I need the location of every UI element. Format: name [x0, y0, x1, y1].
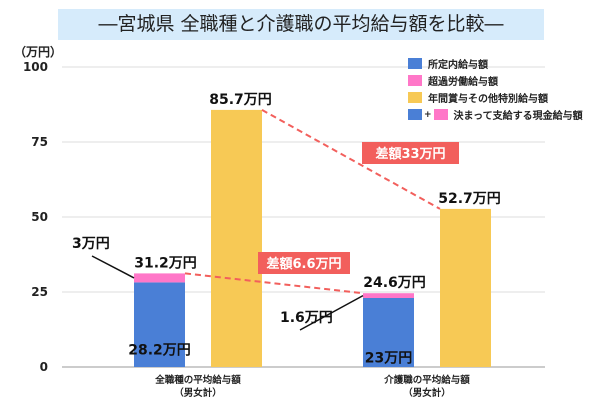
- legend-swatch: [433, 109, 448, 120]
- difference-badge: [362, 142, 459, 164]
- legend-item: 年間賞与その他特別給与額: [408, 89, 583, 106]
- data-label-base: 28.2万円: [128, 343, 191, 359]
- y-axis-unit: （万円）: [14, 45, 63, 59]
- callout-line: [91, 255, 135, 279]
- legend-swatch: [408, 109, 422, 120]
- bar-bonus: [440, 208, 491, 367]
- legend: 所定内給与額 超過労働給与額 年間賞与その他特別給与額 + 決まって支給する現金給…: [408, 55, 583, 123]
- bar-base-salary: [363, 298, 414, 367]
- legend-label: 超過労働給与額: [428, 77, 498, 88]
- data-label-base: 23万円: [365, 351, 412, 367]
- y-tick-label: 0: [40, 360, 48, 374]
- x-tick-label: 全職種の平均給与額: [154, 374, 241, 386]
- legend-swatch: [408, 58, 422, 69]
- legend-label: 所定内給与額: [428, 60, 488, 71]
- y-tick-label: 25: [31, 285, 48, 299]
- data-label-overtime: 3万円: [72, 236, 110, 252]
- y-tick-label: 50: [31, 210, 48, 224]
- difference-badge: [258, 252, 350, 274]
- difference-label: 差額33万円: [375, 146, 445, 162]
- y-tick-label: 100: [23, 60, 48, 74]
- bar-base-salary: [134, 282, 185, 367]
- legend-item: + 決まって支給する現金給与額: [408, 106, 583, 123]
- difference-line: [261, 109, 441, 210]
- legend-swatch: [408, 92, 422, 103]
- legend-label: 決まって支給する現金給与額: [453, 111, 583, 122]
- legend-item: 超過労働給与額: [408, 72, 583, 89]
- difference-label: 差額6.6万円: [266, 256, 341, 272]
- y-tick-label: 75: [31, 135, 48, 149]
- data-label-total: 24.6万円: [363, 275, 426, 291]
- legend-label: 年間賞与その他特別給与額: [428, 94, 548, 105]
- x-tick-label: 介護職の平均給与額: [383, 374, 470, 386]
- callout-line: [299, 294, 364, 331]
- x-tick-label: （男女計）: [174, 387, 222, 399]
- data-label-overtime: 1.6万円: [280, 310, 333, 326]
- legend-item: 所定内給与額: [408, 55, 583, 72]
- bar-bonus: [211, 109, 262, 368]
- data-label-bonus: 85.7万円: [209, 92, 272, 108]
- chart-title: ―宮城県 全職種と介護職の平均給与額を比較―: [58, 9, 544, 40]
- legend-swatch: [408, 75, 422, 86]
- bar-overtime: [363, 293, 414, 298]
- bar-overtime: [134, 273, 185, 283]
- x-tick-label: （男女計）: [403, 387, 451, 399]
- data-label-total: 31.2万円: [134, 255, 197, 271]
- legend-plus: +: [424, 109, 432, 120]
- data-label-bonus: 52.7万円: [438, 191, 501, 207]
